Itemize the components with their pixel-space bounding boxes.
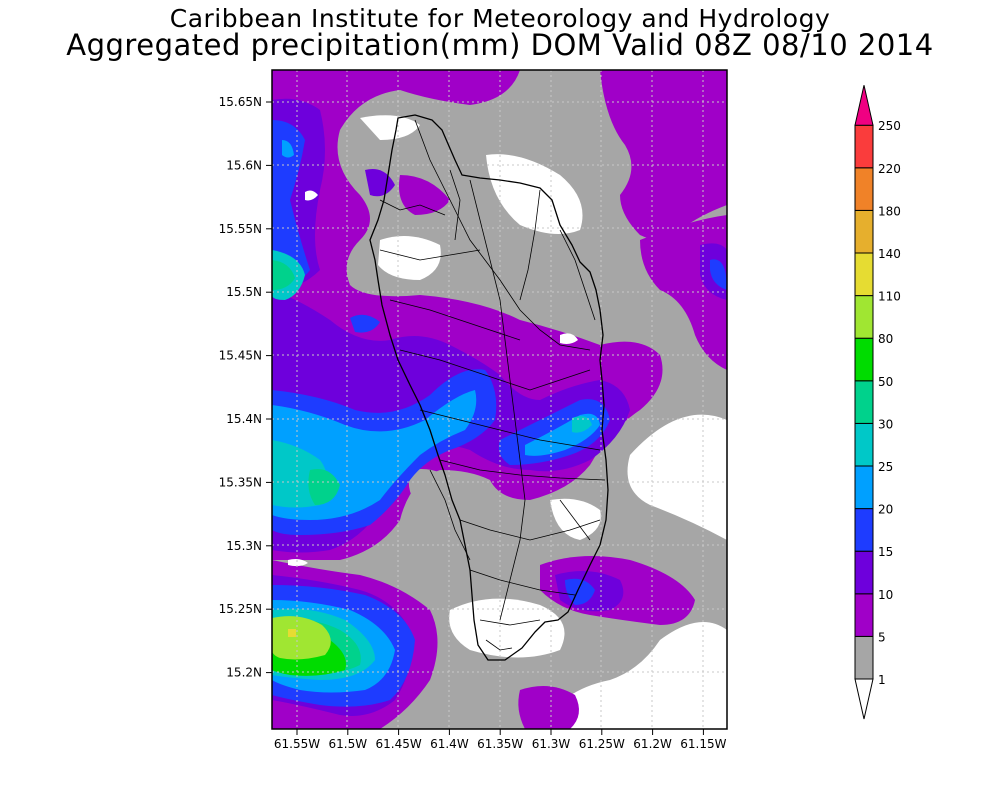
colorbar-bin xyxy=(854,593,874,637)
lon-tick-label: 61.45W xyxy=(375,737,421,751)
colorbar-label: 140 xyxy=(878,247,901,261)
colorbar-bin xyxy=(854,252,874,297)
colorbar-bin xyxy=(854,167,874,211)
colorbar-label: 10 xyxy=(878,588,893,602)
colorbar-bin xyxy=(854,209,874,254)
colorbar-bin xyxy=(854,295,874,339)
lon-tick-label: 61.35W xyxy=(477,737,523,751)
lon-tick-label: 61.2W xyxy=(633,737,672,751)
colorbar-bin xyxy=(854,635,874,680)
lat-tick-label: 15.3N xyxy=(226,539,262,553)
colorbar-bin xyxy=(854,508,874,552)
lat-tick-label: 15.25N xyxy=(219,602,262,616)
colorbar-bin xyxy=(854,678,874,720)
latitude-axis: 15.65N 15.6N 15.55N 15.5N 15.45N 15.4N 15.35N 1… xyxy=(219,95,272,680)
colorbar-bin xyxy=(854,380,874,424)
colorbar-label: 180 xyxy=(878,204,901,218)
precipitation-field xyxy=(272,70,727,729)
lon-tick-label: 61.4W xyxy=(430,737,469,751)
lat-tick-label: 15.35N xyxy=(219,475,262,489)
colorbar-label: 20 xyxy=(878,503,893,517)
colorbar-label: 25 xyxy=(878,460,893,474)
lat-tick-label: 15.5N xyxy=(226,285,262,299)
colorbar-label: 250 xyxy=(878,119,901,133)
lon-tick-label: 61.5W xyxy=(329,737,368,751)
island-outline xyxy=(369,114,609,661)
map-frame xyxy=(271,69,728,730)
colorbar-label: 220 xyxy=(878,162,901,176)
map-title: Aggregated precipitation(mm) DOM Valid 0… xyxy=(66,28,934,62)
colorbar-bin xyxy=(854,337,874,382)
lat-tick-label: 15.2N xyxy=(226,666,262,680)
lat-tick-label: 15.4N xyxy=(226,412,262,426)
lat-tick-label: 15.55N xyxy=(219,222,262,236)
colorbar-label: 80 xyxy=(878,332,893,346)
colorbar-bin xyxy=(854,465,874,510)
colorbar-bin xyxy=(854,550,874,595)
lon-tick-label: 61.3W xyxy=(532,737,571,751)
lon-tick-label: 61.25W xyxy=(579,737,625,751)
lat-tick-label: 15.6N xyxy=(226,158,262,172)
colorbar-label: 15 xyxy=(878,545,893,559)
map-grid xyxy=(272,70,727,729)
lon-tick-label: 61.15W xyxy=(680,737,726,751)
lat-tick-label: 15.65N xyxy=(219,95,262,109)
lon-tick-label: 61.55W xyxy=(274,737,320,751)
colorbar-bin xyxy=(854,422,874,467)
lat-tick-label: 15.45N xyxy=(219,349,262,363)
institute-title: Caribbean Institute for Meteorology and … xyxy=(169,4,831,33)
longitude-axis: 61.55W 61.5W 61.45W 61.4W 61.35W 61.3W 61.25W 6… xyxy=(274,729,727,751)
colorbar-label: 50 xyxy=(878,375,893,389)
colorbar-label: 1 xyxy=(878,673,886,687)
colorbar-bin xyxy=(854,85,874,126)
colorbar-bin xyxy=(854,124,874,169)
colorbar-label: 5 xyxy=(878,630,886,644)
colorbar-label: 110 xyxy=(878,290,901,304)
colorbar-label: 30 xyxy=(878,417,893,431)
